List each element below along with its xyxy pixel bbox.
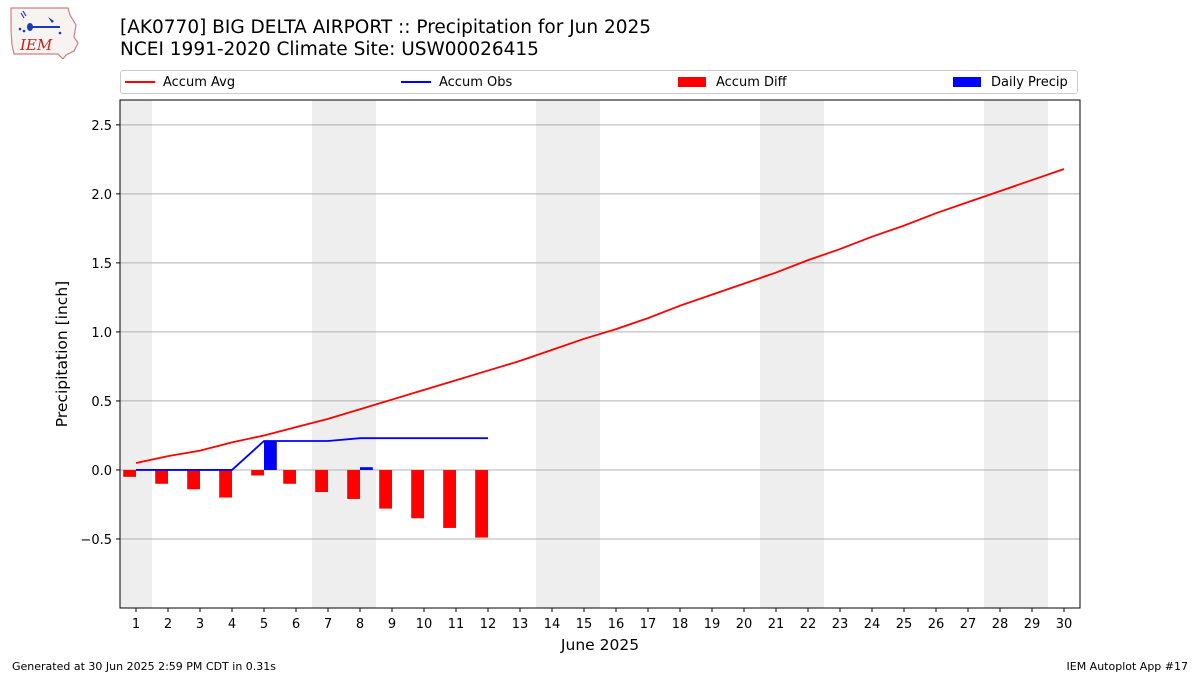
accum-diff-bar	[251, 469, 264, 476]
accum-diff-bar	[315, 469, 328, 493]
daily-precip-bar	[264, 440, 277, 470]
x-tick-label: 12	[480, 617, 497, 632]
x-tick-label: 10	[416, 617, 433, 632]
legend-label-daily-precip: Daily Precip	[991, 74, 1068, 90]
legend-item-accum-avg: Accum Avg	[125, 71, 235, 93]
daily-precip-bar	[360, 467, 373, 470]
x-tick-label: 2	[164, 617, 172, 632]
legend-label-accum-avg: Accum Avg	[163, 74, 236, 90]
x-tick-label: 28	[992, 617, 1009, 632]
x-tick-label: 14	[544, 617, 561, 632]
x-tick-label: 19	[704, 617, 721, 632]
y-tick-label: 0.5	[91, 395, 112, 410]
y-tick-label: −0.5	[80, 533, 112, 548]
y-tick-label: 2.0	[91, 188, 112, 203]
y-tick-label: 1.5	[91, 257, 112, 272]
x-tick-label: 1	[132, 617, 140, 632]
x-tick-label: 4	[228, 617, 236, 632]
accum-diff-bar	[411, 469, 424, 519]
x-tick-label: 27	[960, 617, 977, 632]
y-tick-label: 0.0	[91, 464, 112, 479]
x-tick-label: 23	[832, 617, 849, 632]
accum-diff-bar	[123, 469, 136, 477]
accum-diff-bar	[155, 469, 168, 484]
iem-logo: IEM	[8, 5, 80, 60]
legend-item-daily-precip: Daily Precip	[953, 71, 1068, 93]
weekend-band	[120, 100, 152, 608]
legend-swatch-accum-obs	[401, 81, 431, 83]
accum-diff-bar	[283, 469, 296, 484]
accum-diff-bar	[379, 469, 392, 509]
chart-title: [AK0770] BIG DELTA AIRPORT :: Precipitat…	[120, 17, 652, 38]
x-tick-label: 18	[672, 617, 689, 632]
legend-swatch-accum-diff	[678, 77, 706, 87]
plot-frame	[119, 99, 1081, 609]
accum-diff-bar	[187, 469, 200, 490]
weekend-band	[760, 100, 824, 608]
accum-diff-bar	[475, 469, 488, 538]
legend-item-accum-obs: Accum Obs	[401, 71, 512, 93]
x-tick-label: 30	[1056, 617, 1073, 632]
legend-swatch-daily-precip	[953, 77, 981, 87]
x-tick-label: 20	[736, 617, 753, 632]
weekend-band	[984, 100, 1048, 608]
accum-avg-line	[135, 168, 1065, 464]
x-tick-label: 13	[512, 617, 529, 632]
accum-diff-bar	[347, 469, 360, 499]
x-tick-label: 22	[800, 617, 817, 632]
x-tick-label: 11	[448, 617, 465, 632]
chart-subtitle: NCEI 1991-2020 Climate Site: USW00026415	[120, 39, 539, 60]
legend-label-accum-diff: Accum Diff	[716, 74, 787, 90]
legend-swatch-accum-avg	[125, 81, 155, 83]
x-tick-label: 5	[260, 617, 268, 632]
x-tick-label: 6	[292, 617, 300, 632]
x-tick-label: 8	[356, 617, 364, 632]
x-tick-label: 24	[864, 617, 881, 632]
x-tick-label: 3	[196, 617, 204, 632]
x-tick-label: 17	[640, 617, 657, 632]
legend-item-accum-diff: Accum Diff	[678, 71, 787, 93]
footer-generated-text: Generated at 30 Jun 2025 2:59 PM CDT in …	[12, 660, 277, 673]
weekend-band	[312, 100, 376, 608]
x-tick-label: 29	[1024, 617, 1041, 632]
x-tick-label: 9	[388, 617, 396, 632]
legend-label-accum-obs: Accum Obs	[439, 74, 513, 90]
x-axis-label: June 2025	[560, 636, 639, 654]
y-tick-label: 1.0	[91, 326, 112, 341]
x-tick-label: 15	[576, 617, 593, 632]
chart-legend: Accum Avg Accum Obs Accum Diff Daily Pre…	[120, 70, 1078, 94]
x-tick-label: 16	[608, 617, 625, 632]
x-tick-label: 25	[896, 617, 913, 632]
accum-diff-bar	[219, 469, 232, 498]
iowa-outline-shape	[10, 7, 79, 60]
x-tick-label: 21	[768, 617, 785, 632]
y-axis-label: Precipitation [inch]	[53, 281, 71, 427]
weekend-band	[536, 100, 600, 608]
y-tick-label: 2.5	[91, 119, 112, 134]
accum-obs-line	[136, 437, 488, 471]
accum-diff-bar	[443, 469, 456, 528]
x-tick-label: 7	[324, 617, 332, 632]
footer-app-text: IEM Autoplot App #17	[1066, 660, 1189, 673]
logo-text: IEM	[19, 36, 53, 54]
x-tick-label: 26	[928, 617, 945, 632]
